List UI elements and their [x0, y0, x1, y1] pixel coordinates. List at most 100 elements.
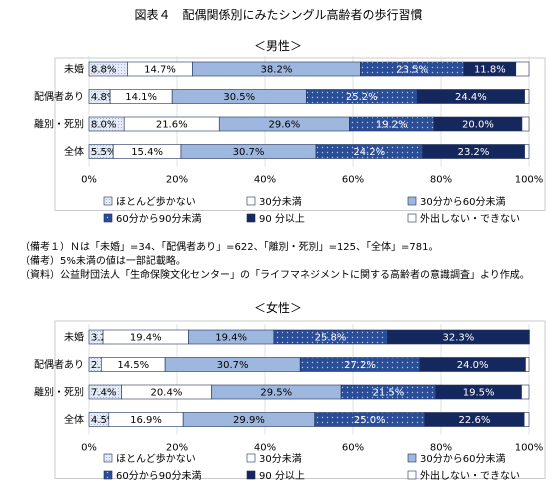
legend-label: 30分未満	[259, 453, 302, 465]
legend-swatch	[103, 453, 113, 463]
category-label: 全体	[64, 413, 84, 426]
legend-swatch	[246, 453, 256, 463]
x-tick-label: 100%	[515, 175, 544, 186]
data-label: 20.0%	[462, 120, 494, 131]
legend-swatch	[246, 470, 256, 480]
bar-segment	[387, 329, 530, 345]
data-label: 15.4%	[131, 147, 163, 158]
legend-swatch	[103, 196, 113, 206]
data-label: 38.2%	[261, 65, 293, 76]
legend-swatch	[103, 213, 113, 223]
bar-segment	[515, 61, 530, 77]
bar-segment	[521, 116, 530, 132]
chart-panel-1: ＜男性＞ 0% 20% 40% 60% 80% 100% 未婚 8.8% 14.7% 38.2% 23…	[34, 39, 546, 225]
data-label: 21.5%	[373, 388, 405, 399]
data-label: 23.5%	[396, 65, 428, 76]
x-tick-label: 40%	[254, 175, 276, 186]
data-label: 14.1%	[125, 92, 157, 103]
data-label: 30.7%	[233, 147, 265, 158]
data-label: 20.4%	[151, 388, 183, 399]
data-label: 24.2%	[353, 147, 385, 158]
data-label: 30.5%	[223, 92, 255, 103]
data-label: 14.5%	[117, 360, 149, 371]
data-label: 8.0%	[91, 120, 116, 131]
bar-segment	[521, 384, 530, 400]
data-label: 19.5%	[463, 388, 495, 399]
x-tick-label: 0%	[81, 175, 97, 186]
data-label: 21.6%	[156, 120, 188, 131]
category-label: 未婚	[64, 331, 84, 344]
legend-label: 30分から60分未満	[420, 453, 505, 465]
bar-segment	[524, 89, 530, 104]
note-line-3: （資料）公益財団法人「生命保険文化センター」の「ライフマネジメントに関する高齢者…	[20, 270, 530, 281]
category-label: 全体	[64, 145, 84, 158]
x-tick-label: 60%	[342, 175, 364, 186]
data-label: 29.5%	[260, 388, 292, 399]
chart-subtitle: ＜女性＞	[254, 300, 302, 315]
x-tick-label: 80%	[430, 443, 452, 454]
data-label: 30.7%	[217, 360, 249, 371]
legend-label: 30分未満	[259, 196, 302, 208]
data-label: 25.0%	[354, 415, 386, 426]
legend-label: 外出しない・できない	[420, 212, 520, 225]
x-tick-label: 0%	[81, 443, 97, 454]
data-label: 14.7%	[144, 65, 176, 76]
legend-label: ほとんど歩かない	[116, 452, 196, 465]
legend-swatch	[407, 213, 417, 223]
legend-swatch	[246, 196, 256, 206]
legend-swatch	[246, 213, 256, 223]
data-label: 25.2%	[346, 92, 378, 103]
chart-frame	[54, 57, 546, 211]
bar-segment	[523, 412, 530, 427]
data-label: 11.8%	[474, 65, 506, 76]
note-line-2: （備考）5%未満の値は一部記載略。	[20, 256, 186, 267]
legend-swatch	[407, 470, 417, 480]
legend-label: 90 分以上	[259, 213, 305, 225]
data-label: 24.0%	[457, 360, 489, 371]
data-label: 23.2%	[458, 147, 490, 158]
data-label: 29.9%	[233, 415, 265, 426]
legend-label: 60分から90分未満	[116, 213, 201, 225]
notes-block: （備考１）Ｎは「未婚」=34、「配偶者あり」=622、「離別・死別」=125、「…	[20, 241, 530, 283]
x-tick-label: 40%	[254, 443, 276, 454]
x-tick-label: 80%	[430, 175, 452, 186]
legend-label: ほとんど歩かない	[116, 195, 196, 208]
data-label: 7.4%	[91, 388, 116, 399]
legend-swatch	[407, 196, 417, 206]
x-tick-label: 20%	[166, 175, 188, 186]
data-label: 5.5%	[91, 147, 116, 158]
data-label: 8.8%	[91, 65, 116, 76]
legend-swatch	[103, 470, 113, 480]
category-label: 配偶者あり	[34, 358, 84, 371]
legend-swatch	[407, 453, 417, 463]
category-label: 離別・死別	[34, 118, 84, 131]
data-label: 24.4%	[455, 92, 487, 103]
data-label: 4.5%	[91, 415, 116, 426]
bar-segment	[524, 144, 530, 159]
category-label: 未婚	[64, 63, 84, 76]
category-label: 離別・死別	[34, 386, 84, 399]
data-label: 19.2%	[376, 120, 408, 131]
chart-frame	[54, 320, 546, 479]
data-label: 27.2%	[344, 360, 376, 371]
data-label: 32.3%	[442, 333, 474, 344]
data-label: 19.4%	[215, 333, 247, 344]
legend-label: 90 分以上	[259, 470, 305, 482]
data-label: 29.6%	[268, 120, 300, 131]
legend-label: 30分から60分未満	[420, 196, 505, 208]
page-title: 図表４ 配偶関係別にみたシングル高齢者の歩行習慣	[134, 8, 423, 22]
x-tick-label: 60%	[342, 443, 364, 454]
data-label: 19.4%	[130, 333, 162, 344]
legend-label: 外出しない・できない	[420, 469, 520, 482]
note-line-1: （備考１）Ｎは「未婚」=34、「配偶者あり」=622、「離別・死別」=125、「…	[20, 242, 439, 253]
x-tick-label: 20%	[166, 443, 188, 454]
chart-subtitle: ＜男性＞	[254, 39, 302, 53]
bar-segment	[525, 357, 530, 372]
data-label: 4.8%	[91, 92, 116, 103]
x-tick-label: 100%	[515, 443, 544, 454]
data-label: 16.9%	[130, 415, 162, 426]
category-label: 配偶者あり	[34, 90, 84, 103]
data-label: 22.6%	[459, 415, 491, 426]
data-label: 25.8%	[315, 333, 347, 344]
